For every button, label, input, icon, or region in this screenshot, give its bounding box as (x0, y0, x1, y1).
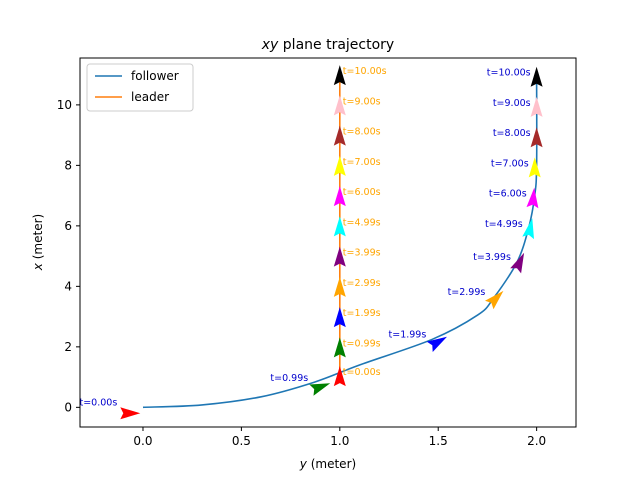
leader-time-label: t=0.00s (343, 367, 381, 378)
follower-arrow-marker (526, 187, 539, 209)
leader-arrow-marker (333, 276, 346, 297)
follower-time-label: t=9.00s (493, 98, 531, 109)
y-tick-label: 8 (64, 158, 72, 172)
plot-area: t=0.00s t=0.99s t=1.99s t=2.99s t=3.99s t=4.9… (80, 65, 543, 420)
x-tick-label: 1.5 (429, 434, 448, 448)
follower-time-label: t=7.00s (491, 158, 529, 169)
leader-arrow-marker (333, 155, 346, 176)
follower-arrow-marker (120, 407, 141, 420)
legend-label-follower: follower (131, 69, 179, 83)
leader-arrow-marker (333, 125, 346, 146)
follower-arrow-marker (530, 127, 543, 148)
legend: follower leader (86, 63, 194, 112)
follower-arrow-marker (528, 157, 541, 178)
follower-time-label: t=3.99s (473, 252, 511, 263)
follower-time-label: t=0.00s (80, 397, 118, 408)
leader-time-label: t=0.99s (343, 338, 381, 349)
legend-label-leader: leader (131, 90, 169, 104)
y-axis: 0 2 4 6 8 10 (57, 98, 80, 414)
leader-time-label: t=4.99s (343, 217, 381, 228)
leader-arrow-marker (333, 246, 346, 267)
follower-arrow-marker (530, 96, 543, 117)
y-tick-label: 0 (64, 400, 72, 414)
follower-arrow-marker (522, 218, 534, 240)
follower-arrow-marker (510, 252, 525, 274)
y-tick-label: 6 (64, 219, 72, 233)
leader-arrow-marker (333, 216, 346, 237)
leader-arrow-marker (333, 186, 346, 207)
leader-time-label: t=6.00s (343, 187, 381, 198)
follower-arrow-marker (426, 336, 447, 352)
chart-title: xy plane trajectory (261, 37, 394, 53)
x-tick-label: 0.5 (232, 434, 251, 448)
follower-time-label: t=6.00s (489, 189, 527, 200)
leader-time-label: t=8.00s (343, 127, 381, 138)
follower-time-label: t=10.00s (487, 68, 531, 79)
x-tick-label: 2.0 (527, 434, 546, 448)
x-tick-label: 1.0 (330, 434, 349, 448)
y-axis-label: x (meter) (31, 214, 45, 271)
follower-time-label: t=4.99s (485, 219, 523, 230)
x-axis: 0.0 0.5 1.0 1.5 2.0 (133, 427, 546, 448)
plot-frame (79, 57, 577, 428)
leader-time-label: t=3.99s (343, 248, 381, 259)
leader-arrow-marker (333, 337, 346, 358)
leader-arrow-marker (333, 65, 346, 86)
follower-arrow-marker (485, 290, 504, 310)
leader-time-label: t=1.99s (343, 308, 381, 319)
y-tick-label: 10 (57, 98, 72, 112)
follower-time-label: t=0.99s (270, 373, 308, 384)
y-tick-label: 4 (64, 279, 72, 293)
leader-time-label: t=9.00s (343, 96, 381, 107)
x-axis-label: y (meter) (299, 457, 356, 471)
y-tick-label: 2 (64, 340, 72, 354)
follower-time-label: t=8.00s (493, 128, 531, 139)
leader-arrow-marker (333, 95, 346, 116)
leader-time-label: t=7.00s (343, 157, 381, 168)
follower-time-label: t=2.99s (448, 287, 486, 298)
follower-arrow-marker (309, 383, 331, 396)
x-tick-label: 0.0 (133, 434, 152, 448)
leader-arrow-marker (333, 307, 346, 328)
leader-arrow-marker (333, 366, 346, 387)
leader-time-label: t=2.99s (343, 278, 381, 289)
follower-arrow-marker (530, 66, 543, 87)
leader-time-label: t=10.00s (343, 66, 387, 77)
follower-time-label: t=1.99s (389, 329, 427, 340)
